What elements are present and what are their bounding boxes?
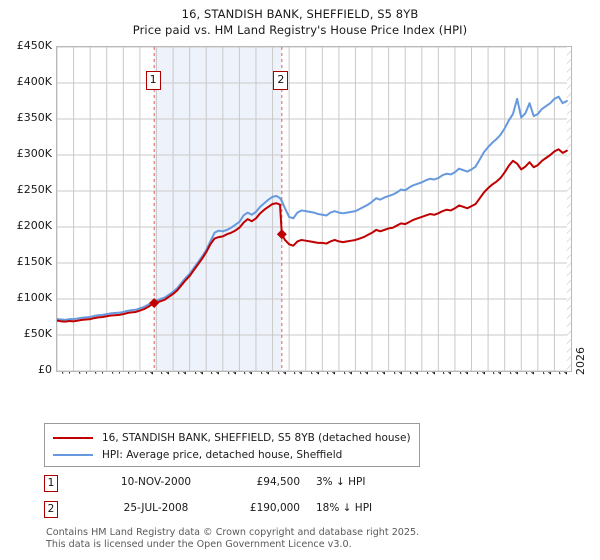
transaction-date-1: 10-NOV-2000	[120, 476, 192, 488]
y-axis-tick-label: £100K	[16, 291, 52, 304]
ownership-shaded-span	[154, 47, 282, 371]
chart-title-block: 16, STANDISH BANK, SHEFFIELD, S5 8YB Pri…	[0, 6, 600, 38]
transaction-price-1: £94,500	[256, 476, 300, 488]
transaction-date-2: 25-JUL-2008	[123, 502, 189, 514]
page-subtitle: Price paid vs. HM Land Registry's House …	[132, 23, 468, 37]
x-axis-tick-label: 2026	[574, 347, 587, 375]
transaction-flag-2[interactable]: 2	[273, 71, 289, 90]
transaction-hpi-delta-2: 18% ↓ HPI	[316, 502, 373, 514]
transaction-price-2: £190,000	[249, 502, 300, 514]
chart-gridlines	[57, 47, 571, 371]
y-axis-tick-label: £200K	[16, 219, 52, 232]
footer-line-1: Contains HM Land Registry data © Crown c…	[46, 527, 420, 538]
transaction-index-2: 2	[44, 501, 58, 518]
legend-label-hpi: HPI: Average price, detached house, Shef…	[102, 448, 343, 461]
page-title: 16, STANDISH BANK, SHEFFIELD, S5 8YB	[181, 7, 419, 21]
y-axis-tick-label: £450K	[16, 39, 52, 52]
legend-swatch-property	[53, 436, 93, 439]
y-axis-tick-label: £350K	[16, 111, 52, 124]
transactions-table: 1 10-NOV-2000 £94,500 3% ↓ HPI 2 25-JUL-…	[44, 474, 444, 526]
chart-legend: 16, STANDISH BANK, SHEFFIELD, S5 8YB (de…	[44, 423, 420, 467]
price-history-chart[interactable]	[56, 46, 572, 372]
legend-item-hpi: HPI: Average price, detached house, Shef…	[53, 446, 411, 463]
y-axis-tick-label: £50K	[23, 327, 52, 340]
transaction-marker-lines	[153, 47, 283, 371]
chart-series	[57, 95, 568, 323]
incomplete-period-hatch	[566, 47, 571, 371]
y-axis-tick-label: £0	[38, 363, 52, 376]
table-row[interactable]: 1 10-NOV-2000 £94,500 3% ↓ HPI	[44, 474, 444, 500]
y-axis-tick-label: £400K	[16, 75, 52, 88]
y-axis-tick-label: £300K	[16, 147, 52, 160]
y-axis-tick-label: £250K	[16, 183, 52, 196]
table-row[interactable]: 2 25-JUL-2008 £190,000 18% ↓ HPI	[44, 500, 444, 526]
legend-label-property: 16, STANDISH BANK, SHEFFIELD, S5 8YB (de…	[102, 431, 411, 444]
y-axis-tick-label: £150K	[16, 255, 52, 268]
transaction-flag-1[interactable]: 1	[145, 71, 161, 90]
legend-item-property: 16, STANDISH BANK, SHEFFIELD, S5 8YB (de…	[53, 429, 411, 446]
transaction-points	[149, 229, 287, 308]
footer-line-2: This data is licensed under the Open Gov…	[46, 538, 352, 550]
chart-canvas	[57, 47, 571, 371]
copyright-footer: Contains HM Land Registry data © Crown c…	[46, 527, 586, 550]
transaction-hpi-delta-1: 3% ↓ HPI	[316, 476, 366, 488]
legend-swatch-hpi	[53, 453, 93, 456]
transaction-index-1: 1	[44, 475, 58, 492]
